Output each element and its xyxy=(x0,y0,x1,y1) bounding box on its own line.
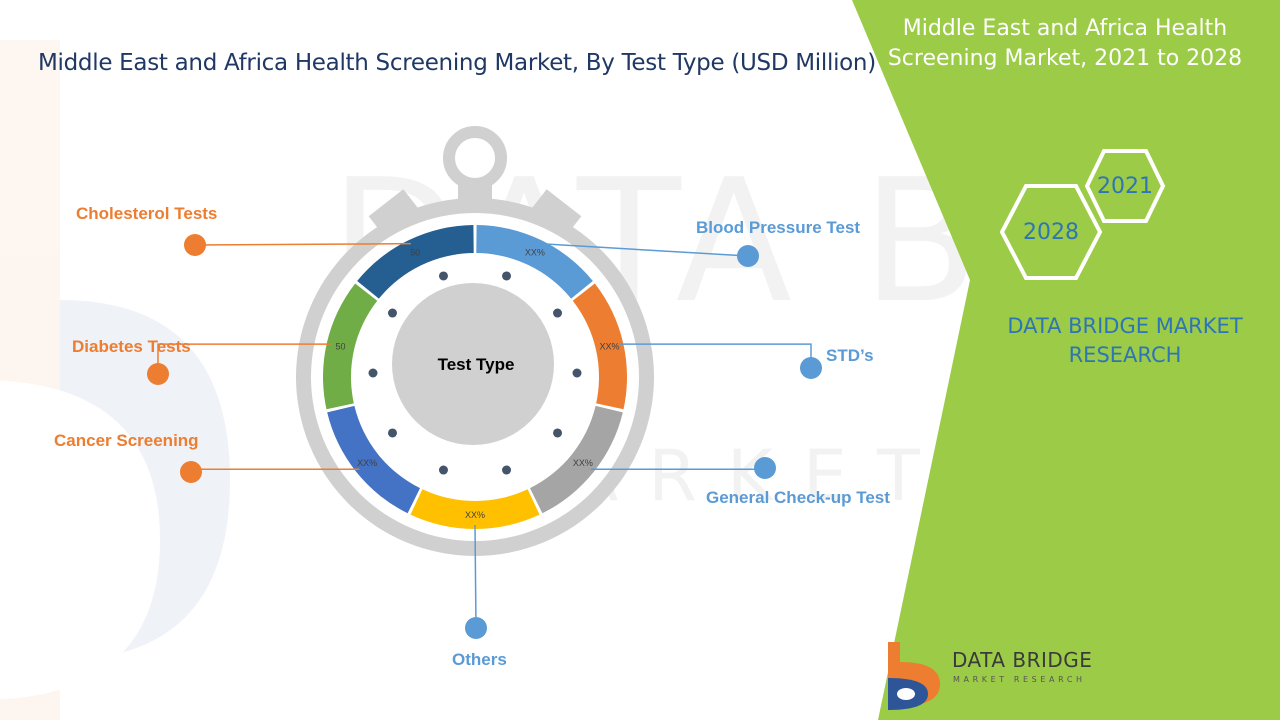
segment-value-labels: XX% XX% XX% XX% XX% 50 50 xyxy=(335,248,619,520)
dial-dot xyxy=(438,271,448,281)
dial-dot xyxy=(438,465,448,475)
segment-value-general-check-up-test: XX% xyxy=(573,458,593,468)
category-label-std-s: STD’s xyxy=(826,346,874,365)
segment-general-check-up-test xyxy=(529,405,623,514)
leader-lines xyxy=(147,234,822,639)
leader-dot-diabetes-tests xyxy=(147,363,169,385)
segment-std-s xyxy=(572,283,627,410)
category-label-cholesterol-tests: Cholesterol Tests xyxy=(76,204,218,223)
segment-cancer-screening xyxy=(327,405,421,514)
leader-dot-std-s xyxy=(800,357,822,379)
leader-dot-blood-pressure-test xyxy=(737,245,759,267)
category-label-general-check-up-test: General Check-up Test xyxy=(706,488,890,507)
dial-dot xyxy=(553,428,563,438)
segment-cholesterol-tests xyxy=(357,225,474,299)
segment-others xyxy=(410,489,540,529)
category-label-cancer-screening: Cancer Screening xyxy=(54,431,199,450)
side-panel-background xyxy=(852,0,1280,720)
segment-value-cancer-screening: XX% xyxy=(357,458,377,468)
leader-dot-general-check-up-test xyxy=(754,457,776,479)
hexagon-2028 xyxy=(999,184,1103,280)
dial-dot xyxy=(502,465,512,475)
dial-dots xyxy=(368,271,582,475)
segment-blood-pressure-test xyxy=(476,225,593,299)
brand-name: DATA BRIDGE MARKET RESEARCH xyxy=(1007,314,1243,367)
dial-dot xyxy=(553,308,563,318)
data-bridge-logo-icon xyxy=(888,642,940,710)
segment-value-std-s: XX% xyxy=(600,341,620,351)
center-label: Test Type xyxy=(438,355,515,374)
dial-dot xyxy=(572,368,582,378)
dial-dot xyxy=(387,308,397,318)
leader-line-cholesterol-tests xyxy=(194,242,411,246)
leader-line-blood-pressure-test xyxy=(539,242,749,257)
logo-tagline: MARKET RESEARCH xyxy=(953,675,1086,684)
segment-value-blood-pressure-test: XX% xyxy=(525,248,545,258)
donut-segments xyxy=(323,225,627,529)
segment-diabetes-tests xyxy=(323,283,378,410)
category-label-diabetes-tests: Diabetes Tests xyxy=(72,337,191,356)
segment-value-diabetes-tests: 50 xyxy=(335,341,345,351)
year-start-label: 2021 xyxy=(1097,174,1153,199)
segment-value-others: XX% xyxy=(465,510,485,520)
category-label-blood-pressure-test: Blood Pressure Test xyxy=(696,218,861,237)
leader-line-others xyxy=(474,524,477,629)
leader-dot-others xyxy=(465,617,487,639)
segment-value-cholesterol-tests: 50 xyxy=(410,248,420,258)
year-end-label: 2028 xyxy=(1023,220,1079,245)
hexagon-2021 xyxy=(1084,149,1166,223)
side-panel-title: Middle East and Africa Health Screening … xyxy=(887,16,1243,71)
leader-dot-cholesterol-tests xyxy=(184,234,206,256)
dial-dot xyxy=(368,368,378,378)
chart-title: Middle East and Africa Health Screening … xyxy=(38,50,876,76)
leader-dot-cancer-screening xyxy=(180,461,202,483)
dial-dot xyxy=(387,428,397,438)
logo-name: DATA BRIDGE xyxy=(952,648,1093,672)
category-label-others: Others xyxy=(452,650,507,669)
dial-dot xyxy=(502,271,512,281)
